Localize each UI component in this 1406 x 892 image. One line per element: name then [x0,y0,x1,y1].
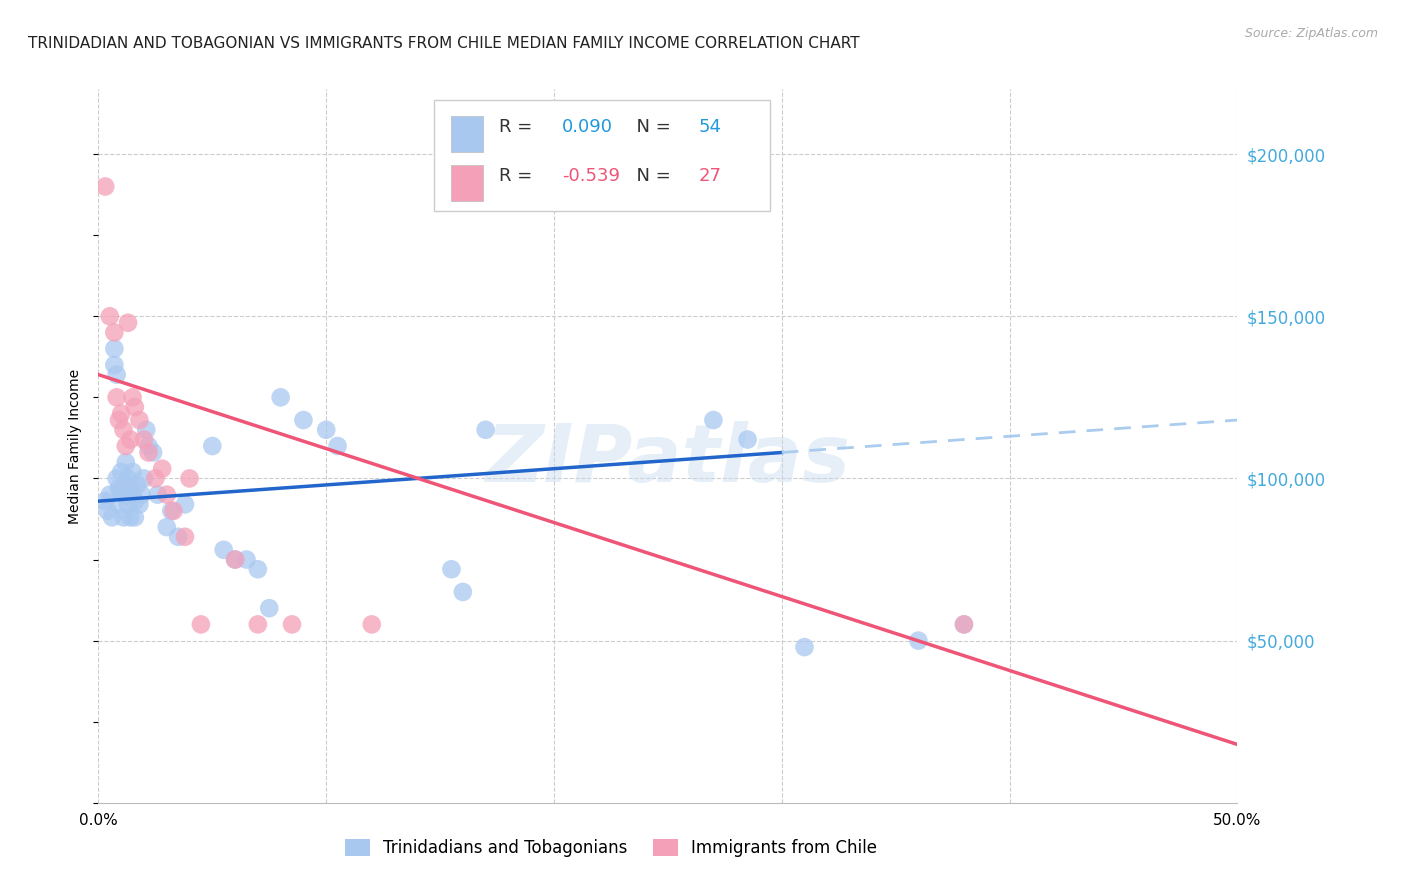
Point [105,390,128,404]
Point [145,471,167,485]
Point [94,494,117,508]
Bar [451,165,484,201]
Point [167,530,190,544]
Point [174,530,197,544]
Point [108,481,131,495]
Point [246,617,269,632]
Point [108,497,131,511]
Point [124,510,146,524]
Point [105,471,128,485]
Text: TRINIDADIAN AND TOBAGONIAN VS IMMIGRANTS FROM CHILE MEDIAN FAMILY INCOME CORRELA: TRINIDADIAN AND TOBAGONIAN VS IMMIGRANTS… [28,36,859,51]
Point [117,471,139,485]
Text: N =: N = [624,118,676,136]
Point [135,423,157,437]
Point [112,488,135,502]
Point [138,445,160,459]
Text: 0.090: 0.090 [562,118,613,136]
Point [117,497,139,511]
Point [174,497,197,511]
Point [120,481,142,495]
Point [103,358,125,372]
Text: R =: R = [499,118,538,136]
Point [98,488,121,502]
Point [110,484,132,499]
Point [793,640,815,654]
Point [179,471,201,485]
Point [132,471,155,485]
Text: 54: 54 [699,118,721,136]
Point [737,433,759,447]
Point [156,488,179,502]
Point [124,494,146,508]
Point [235,552,257,566]
Point [108,413,131,427]
Point [156,520,179,534]
Point [110,465,132,479]
Point [110,407,132,421]
Point [112,423,135,437]
Point [474,423,496,437]
Y-axis label: Median Family Income: Median Family Income [69,368,83,524]
Point [160,504,183,518]
Point [953,617,976,632]
Text: Source: ZipAtlas.com: Source: ZipAtlas.com [1244,27,1378,40]
Point [124,400,146,414]
Point [224,552,246,566]
Point [117,316,139,330]
Text: N =: N = [624,168,676,186]
Point [142,445,165,459]
Point [128,413,150,427]
Point [201,439,224,453]
Point [702,413,724,427]
Point [326,439,349,453]
Point [224,552,246,566]
Point [162,504,184,518]
Point [315,423,337,437]
FancyBboxPatch shape [434,100,770,211]
Point [105,368,128,382]
Text: -0.539: -0.539 [562,168,620,186]
Point [114,439,136,453]
Point [292,413,315,427]
Point [360,617,382,632]
Point [103,326,125,340]
Point [103,342,125,356]
Text: 27: 27 [699,168,721,186]
Point [907,633,929,648]
Point [121,488,143,502]
Point [101,510,124,524]
Point [96,504,118,518]
Point [94,179,117,194]
Point [138,439,160,453]
Point [114,478,136,492]
Point [190,617,212,632]
Text: ZIPatlas: ZIPatlas [485,421,851,500]
Point [451,585,474,599]
Point [146,488,169,502]
Point [114,455,136,469]
Point [121,465,143,479]
Bar [451,117,484,153]
Point [121,390,143,404]
Point [270,390,292,404]
Point [440,562,463,576]
Point [128,497,150,511]
Point [246,562,269,576]
Point [132,433,155,447]
Point [150,461,173,475]
Point [212,542,235,557]
Point [953,617,976,632]
Point [127,478,149,492]
Legend: Trinidadians and Tobagonians, Immigrants from Chile: Trinidadians and Tobagonians, Immigrants… [336,831,886,866]
Point [281,617,304,632]
Point [120,510,142,524]
Point [259,601,281,615]
Text: R =: R = [499,168,538,186]
Point [120,433,142,447]
Point [98,310,121,324]
Point [131,488,153,502]
Point [112,510,135,524]
